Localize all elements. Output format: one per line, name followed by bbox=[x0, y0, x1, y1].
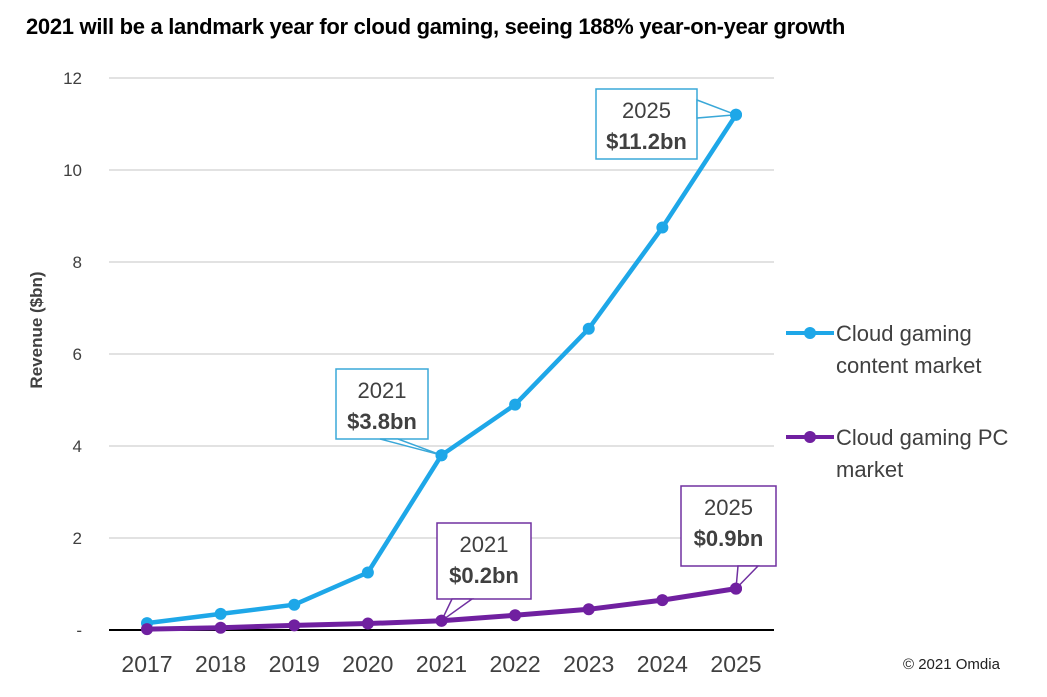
callout: 2021 $0.2bn bbox=[435, 522, 532, 627]
callout-year: 2021 bbox=[460, 532, 509, 557]
x-axis-ticks: 2017 2018 2019 2020 2021 2022 2023 2024 2025 bbox=[121, 651, 761, 677]
callout-pointer bbox=[440, 598, 475, 622]
y-tick-label: 2 bbox=[73, 529, 82, 548]
data-point bbox=[361, 617, 374, 630]
data-point bbox=[582, 322, 595, 335]
x-tick-label: 2018 bbox=[195, 651, 246, 677]
y-axis-label: Revenue ($bn) bbox=[27, 271, 46, 388]
callout-year: 2025 bbox=[704, 495, 753, 520]
callout-pointer bbox=[696, 98, 737, 119]
chart-title: 2021 will be a landmark year for cloud g… bbox=[26, 14, 846, 39]
data-point bbox=[214, 607, 227, 620]
y-tick-label: - bbox=[76, 621, 82, 640]
y-axis-ticks: - 2 4 6 8 10 12 bbox=[63, 69, 82, 640]
x-tick-label: 2025 bbox=[710, 651, 761, 677]
data-point-highlight bbox=[435, 614, 448, 627]
callout-value: $0.2bn bbox=[449, 563, 519, 588]
callout: 2021 $3.8bn bbox=[335, 368, 448, 462]
x-tick-label: 2017 bbox=[121, 651, 172, 677]
data-point bbox=[214, 621, 227, 634]
callout-box bbox=[680, 485, 777, 567]
data-point bbox=[288, 598, 301, 611]
callout-box bbox=[335, 368, 429, 440]
x-tick-label: 2020 bbox=[342, 651, 393, 677]
gridlines bbox=[109, 77, 774, 631]
data-point bbox=[141, 623, 153, 636]
legend-item-content-market: Cloud gaming content market bbox=[784, 318, 1036, 382]
y-tick-label: 4 bbox=[73, 437, 82, 456]
data-point bbox=[582, 603, 595, 616]
callout-box bbox=[595, 88, 698, 160]
data-point-highlight bbox=[435, 449, 448, 462]
data-point bbox=[656, 221, 669, 234]
callout-box bbox=[436, 522, 532, 600]
legend-item-pc-market: Cloud gaming PC market bbox=[784, 422, 1026, 486]
y-tick-label: 10 bbox=[63, 161, 82, 180]
legend-label: Cloud gaming PC market bbox=[836, 425, 1009, 482]
data-point bbox=[361, 566, 374, 579]
callout-value: $0.9bn bbox=[694, 526, 764, 551]
x-tick-label: 2019 bbox=[269, 651, 320, 677]
x-tick-label: 2022 bbox=[490, 651, 541, 677]
callout-pointer bbox=[735, 565, 760, 591]
legend-swatch-pc bbox=[784, 422, 836, 454]
callout-annotations: 2021 $3.8bn 2025 $11.2bn 2021 $0.2bn 2025 $0.9b… bbox=[335, 88, 777, 627]
x-tick-label: 2024 bbox=[637, 651, 688, 677]
data-point bbox=[509, 398, 522, 411]
x-tick-label: 2021 bbox=[416, 651, 467, 677]
y-tick-label: 6 bbox=[73, 345, 82, 364]
copyright-notice: © 2021 Omdia bbox=[903, 656, 1000, 673]
callout: 2025 $11.2bn bbox=[595, 88, 742, 160]
callout-year: 2021 bbox=[358, 378, 407, 403]
callout: 2025 $0.9bn bbox=[680, 485, 777, 595]
x-tick-label: 2023 bbox=[563, 651, 614, 677]
callout-year: 2025 bbox=[622, 98, 671, 123]
data-point bbox=[509, 609, 522, 622]
data-point-highlight bbox=[730, 108, 742, 121]
data-point bbox=[656, 594, 669, 607]
callout-value: $11.2bn bbox=[606, 129, 687, 154]
y-tick-label: 8 bbox=[73, 253, 82, 272]
callout-value: $3.8bn bbox=[347, 409, 417, 434]
callout-pointer bbox=[379, 438, 442, 456]
legend-label: Cloud gaming content market bbox=[836, 321, 982, 378]
legend-swatch-content bbox=[784, 318, 836, 350]
y-tick-label: 12 bbox=[63, 69, 82, 88]
data-point-highlight bbox=[730, 582, 742, 595]
data-point bbox=[288, 619, 301, 632]
